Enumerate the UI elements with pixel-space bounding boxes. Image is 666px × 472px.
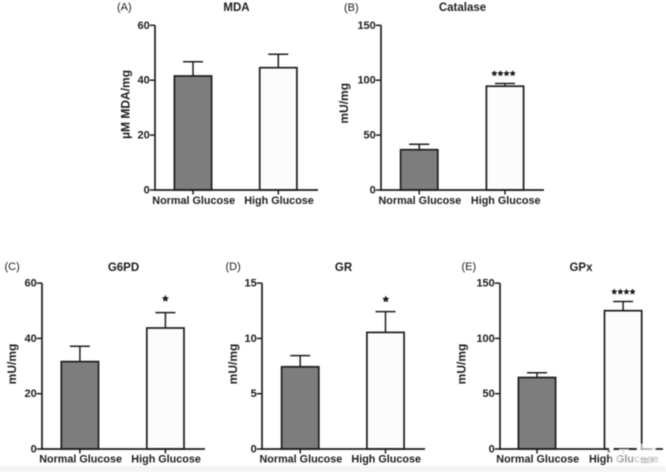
svg-text:10: 10 (245, 333, 257, 345)
svg-text:Normal Glucose: Normal Glucose (259, 454, 342, 466)
svg-text:mU/mg: mU/mg (455, 344, 469, 385)
svg-text:60: 60 (25, 278, 37, 290)
svg-text:Catalase: Catalase (439, 2, 486, 14)
svg-text:150: 150 (476, 278, 494, 290)
svg-text:(B): (B) (344, 2, 359, 14)
svg-text:(A): (A) (117, 2, 132, 14)
svg-text:Normal Glucose: Normal Glucose (39, 454, 122, 466)
svg-text:mU/mg: mU/mg (5, 344, 19, 385)
svg-text:50: 50 (364, 130, 376, 142)
svg-text:100: 100 (357, 75, 375, 87)
svg-text:µM MDA/mg: µM MDA/mg (118, 70, 132, 139)
svg-text:(C): (C) (5, 261, 20, 273)
svg-text:5: 5 (251, 388, 257, 400)
svg-text:0: 0 (370, 185, 376, 197)
svg-text:(E): (E) (462, 261, 477, 273)
svg-text:20: 20 (138, 130, 150, 142)
svg-text:MDA: MDA (223, 2, 249, 14)
svg-text:60: 60 (138, 20, 150, 32)
svg-text:(D): (D) (226, 261, 241, 273)
svg-text:100: 100 (476, 333, 494, 345)
svg-text:GR: GR (335, 262, 353, 274)
svg-text:High Glucose: High Glucose (131, 454, 201, 466)
svg-text:20: 20 (25, 388, 37, 400)
svg-text:High Glucose: High Glucose (471, 195, 541, 207)
svg-text:Normal Glucose: Normal Glucose (496, 454, 579, 466)
svg-text:GPx: GPx (569, 262, 593, 274)
svg-text:High Glucose: High Glucose (244, 195, 314, 207)
svg-text:40: 40 (138, 75, 150, 87)
svg-text:40: 40 (25, 333, 37, 345)
svg-text:15: 15 (245, 278, 257, 290)
svg-text:Normal Glucose: Normal Glucose (378, 195, 461, 207)
svg-text:50: 50 (483, 388, 495, 400)
svg-text:G6PD: G6PD (108, 262, 139, 274)
svg-text:mU/mg: mU/mg (337, 83, 351, 124)
svg-text:0: 0 (144, 185, 150, 197)
svg-text:Normal Glucose: Normal Glucose (152, 195, 235, 207)
svg-text:mU/mg: mU/mg (226, 344, 240, 385)
svg-text:0: 0 (251, 444, 257, 456)
svg-text:0: 0 (489, 444, 495, 456)
svg-text:150: 150 (357, 20, 375, 32)
svg-text:0: 0 (31, 444, 37, 456)
svg-text:High Glucose: High Glucose (351, 454, 421, 466)
